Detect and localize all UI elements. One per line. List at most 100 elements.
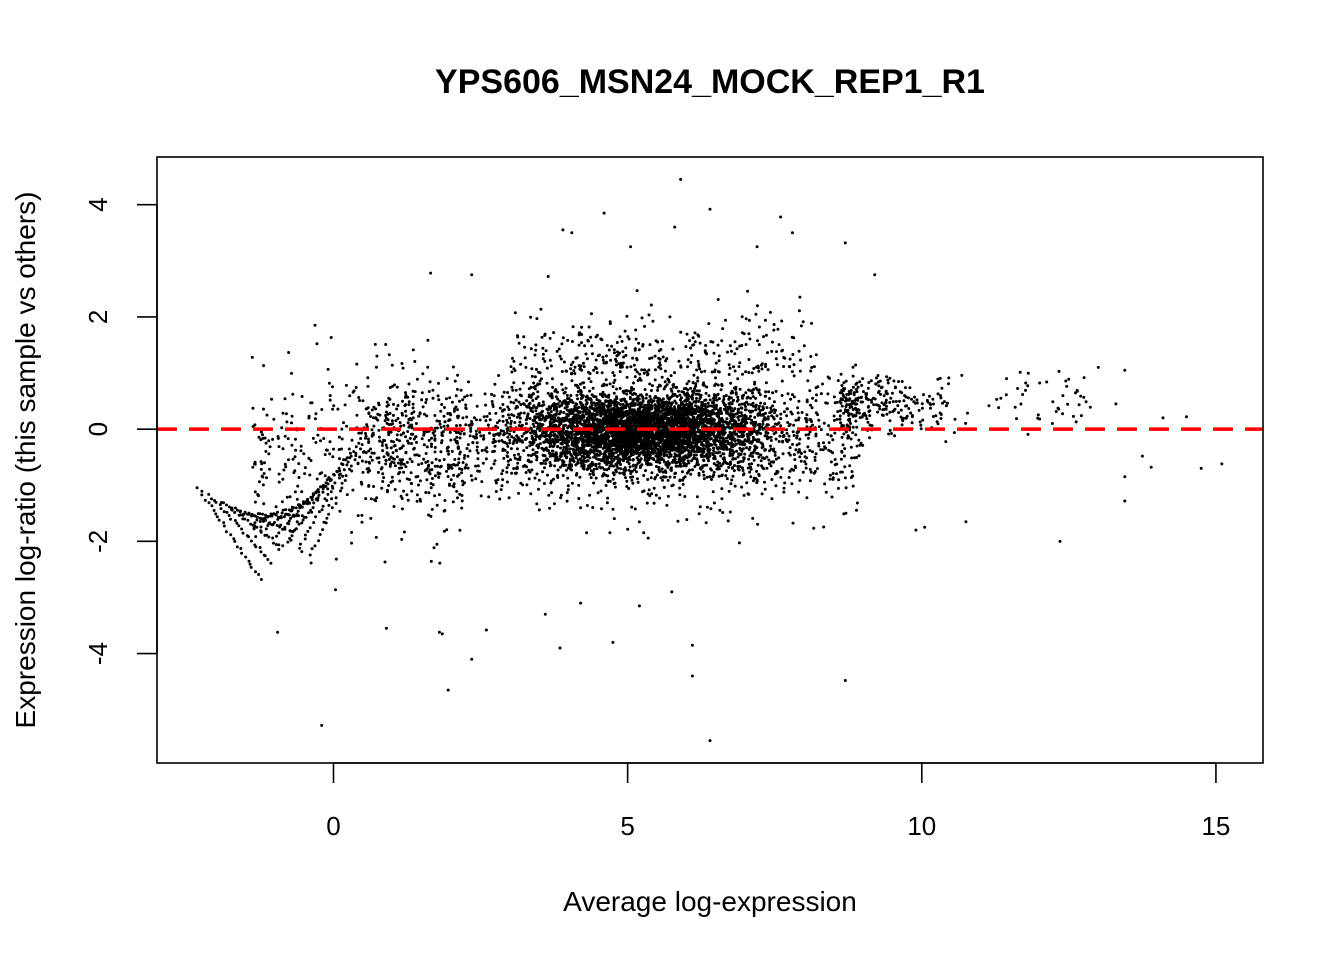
data-point [595,457,599,461]
data-point [771,391,775,395]
data-point [507,395,511,399]
data-point [697,399,701,403]
data-point [606,479,610,483]
data-point [681,450,685,454]
data-point [646,536,650,540]
data-point [799,459,803,463]
data-point [851,484,855,488]
data-point [720,411,723,415]
data-point [706,401,710,405]
data-point [609,418,612,422]
data-point [826,392,830,396]
data-point [666,377,670,381]
data-point [757,455,761,459]
data-point [740,414,744,417]
data-point [764,411,767,415]
data-point [557,438,561,442]
data-point [546,473,549,477]
data-point [517,452,520,456]
data-point [375,354,379,358]
data-point [687,394,691,398]
data-point [427,438,431,442]
data-point [602,403,606,407]
data-point [665,436,669,440]
data-point [493,382,497,386]
data-point [602,382,606,386]
data-point [577,483,581,487]
data-point [622,355,626,359]
data-point [559,465,562,469]
data-point [511,356,514,360]
data-point [616,406,620,410]
data-point [492,394,496,398]
data-point [696,449,700,453]
data-point [570,432,574,435]
data-point [701,413,705,417]
data-point [524,422,528,426]
data-point [697,473,701,477]
data-point [613,485,617,489]
data-point [645,435,649,438]
data-point [661,470,665,474]
data-point [640,316,644,320]
data-point [754,408,758,412]
data-point [735,432,739,436]
data-point [680,470,684,474]
data-point [607,410,611,414]
data-point [690,396,694,399]
data-point [791,442,794,446]
data-point [592,401,596,405]
data-point [692,400,696,404]
data-point [796,406,800,410]
data-point [421,405,425,409]
data-point [667,380,671,384]
data-point [717,465,720,469]
data-point [531,406,535,410]
data-point [857,438,861,442]
data-point [855,444,859,448]
data-point [717,474,721,478]
data-point [741,424,745,428]
data-point [589,397,592,401]
data-point [642,371,646,375]
data-point [779,417,783,421]
data-point [561,388,565,392]
data-point [524,471,528,474]
data-point [670,415,674,419]
data-point [646,478,650,481]
data-point [814,452,818,456]
data-point [760,446,764,450]
data-point [679,400,683,404]
data-point [756,463,760,467]
data-point [723,443,727,447]
data-point [772,417,776,421]
data-point [501,478,505,482]
data-point [552,502,556,506]
data-point [642,531,646,535]
data-point [642,474,646,477]
data-point [728,463,732,466]
data-point [570,468,574,472]
data-point [782,410,786,414]
data-point [626,527,630,531]
data-point [814,353,818,357]
data-point [741,372,744,376]
data-point [569,394,573,397]
data-point [745,396,749,400]
data-point [615,387,619,391]
data-point [658,421,662,425]
data-point [755,451,759,455]
data-point [534,438,537,442]
data-point [655,412,659,416]
data-point [683,411,687,415]
data-point [637,520,641,524]
data-point [668,422,672,426]
data-point [665,431,669,435]
data-point [685,403,689,406]
data-point [623,399,627,403]
data-point [588,389,592,393]
data-point [570,340,574,343]
data-point [665,453,669,457]
data-point [573,372,577,375]
data-point [629,365,633,369]
